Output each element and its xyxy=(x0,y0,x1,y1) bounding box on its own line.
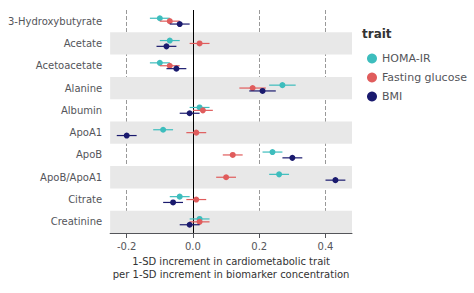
svg-text:3-Hydroxybutyrate: 3-Hydroxybutyrate xyxy=(8,16,102,27)
svg-text:HOMA-IR: HOMA-IR xyxy=(382,52,431,65)
svg-text:0.0: 0.0 xyxy=(185,241,201,252)
svg-text:0.2: 0.2 xyxy=(251,241,267,252)
svg-text:0.4: 0.4 xyxy=(318,241,334,252)
svg-text:Acetoacetate: Acetoacetate xyxy=(36,60,102,71)
svg-text:Acetate: Acetate xyxy=(64,38,102,49)
svg-text:Creatinine: Creatinine xyxy=(51,216,102,227)
svg-text:ApoB/ApoA1: ApoB/ApoA1 xyxy=(40,172,102,183)
svg-text:per 1-SD increment in biomarke: per 1-SD increment in biomarker concentr… xyxy=(113,269,350,280)
svg-text:1-SD increment in cardiometabo: 1-SD increment in cardiometabolic trait xyxy=(132,256,330,267)
svg-text:-0.2: -0.2 xyxy=(117,241,137,252)
svg-text:Albumin: Albumin xyxy=(61,105,102,116)
svg-text:ApoA1: ApoA1 xyxy=(70,127,103,138)
svg-text:trait: trait xyxy=(362,27,392,41)
svg-text:Fasting glucose: Fasting glucose xyxy=(382,71,467,84)
svg-text:BMI: BMI xyxy=(382,90,402,103)
svg-text:ApoB: ApoB xyxy=(76,149,102,160)
svg-text:Alanine: Alanine xyxy=(65,83,102,94)
svg-text:Citrate: Citrate xyxy=(68,194,102,205)
